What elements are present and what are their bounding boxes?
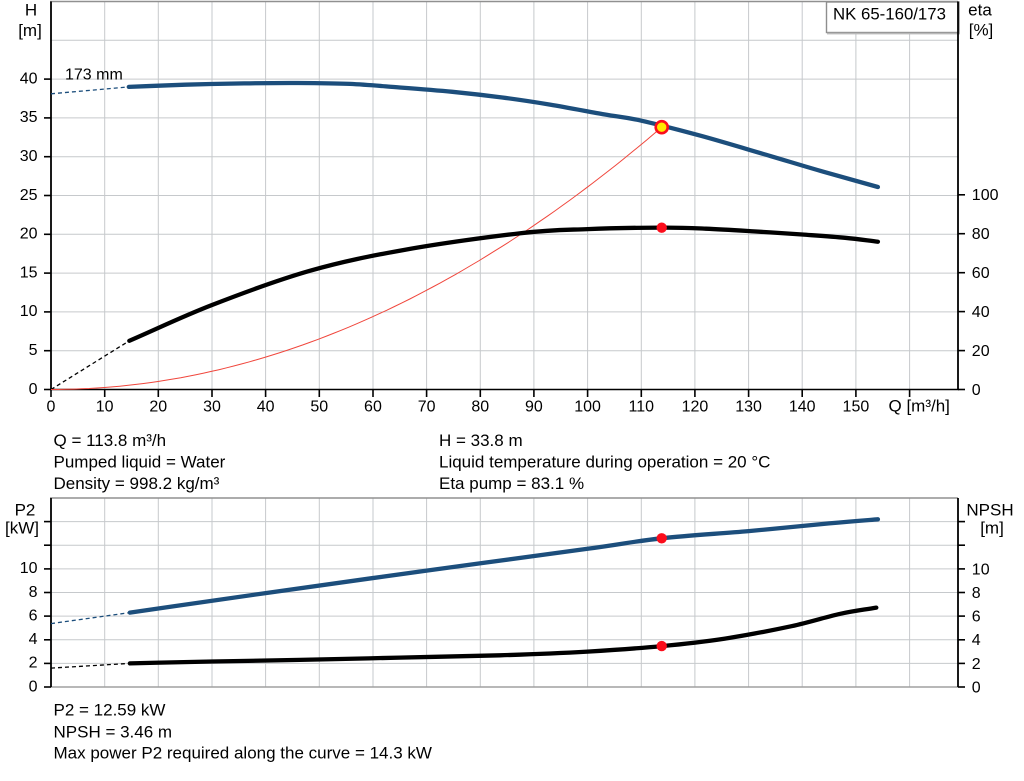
svg-text:80: 80 bbox=[972, 226, 990, 243]
svg-text:0: 0 bbox=[972, 679, 981, 696]
svg-text:4: 4 bbox=[29, 631, 38, 648]
svg-text:0: 0 bbox=[47, 399, 56, 416]
svg-text:NPSH: NPSH bbox=[966, 501, 1013, 520]
svg-text:10: 10 bbox=[96, 399, 114, 416]
svg-text:H = 33.8 m: H = 33.8 m bbox=[439, 431, 523, 450]
svg-text:150: 150 bbox=[843, 399, 870, 416]
svg-text:6: 6 bbox=[29, 607, 38, 624]
svg-text:0: 0 bbox=[29, 678, 38, 695]
svg-text:6: 6 bbox=[972, 609, 981, 626]
svg-text:[%]: [%] bbox=[969, 21, 994, 40]
svg-text:90: 90 bbox=[525, 399, 543, 416]
svg-text:Liquid temperature during oper: Liquid temperature during operation = 20… bbox=[439, 453, 770, 472]
svg-text:140: 140 bbox=[789, 399, 816, 416]
svg-text:Eta pump = 83.1 %: Eta pump = 83.1 % bbox=[439, 474, 584, 493]
svg-text:0: 0 bbox=[972, 382, 981, 399]
svg-text:Pumped liquid = Water: Pumped liquid = Water bbox=[54, 453, 226, 472]
svg-text:120: 120 bbox=[682, 399, 709, 416]
svg-text:4: 4 bbox=[972, 632, 981, 649]
svg-text:30: 30 bbox=[203, 399, 221, 416]
svg-text:Max power P2 required along th: Max power P2 required along the curve = … bbox=[54, 744, 432, 763]
svg-text:30: 30 bbox=[20, 148, 38, 165]
svg-text:173 mm: 173 mm bbox=[65, 67, 123, 84]
svg-text:40: 40 bbox=[972, 304, 990, 321]
svg-text:25: 25 bbox=[20, 187, 38, 204]
svg-text:110: 110 bbox=[629, 399, 655, 416]
svg-text:[m]: [m] bbox=[980, 519, 1004, 538]
svg-text:60: 60 bbox=[364, 399, 382, 416]
svg-text:5: 5 bbox=[29, 342, 38, 359]
svg-text:[kW]: [kW] bbox=[5, 519, 39, 538]
svg-text:8: 8 bbox=[972, 585, 981, 602]
svg-text:eta: eta bbox=[968, 1, 992, 20]
svg-text:100: 100 bbox=[972, 187, 999, 204]
svg-text:P2: P2 bbox=[15, 501, 36, 520]
svg-text:10: 10 bbox=[972, 561, 990, 578]
svg-text:20: 20 bbox=[20, 226, 38, 243]
svg-text:8: 8 bbox=[29, 584, 38, 601]
svg-text:2: 2 bbox=[29, 655, 38, 672]
svg-text:50: 50 bbox=[310, 399, 328, 416]
svg-text:[m]: [m] bbox=[18, 21, 42, 40]
svg-text:2: 2 bbox=[972, 656, 981, 673]
svg-text:NPSH = 3.46 m: NPSH = 3.46 m bbox=[54, 723, 173, 742]
svg-text:60: 60 bbox=[972, 265, 990, 282]
svg-text:Density = 998.2 kg/m³: Density = 998.2 kg/m³ bbox=[54, 474, 220, 493]
svg-text:35: 35 bbox=[20, 109, 38, 126]
svg-text:15: 15 bbox=[20, 264, 38, 281]
svg-text:10: 10 bbox=[20, 303, 38, 320]
svg-text:20: 20 bbox=[972, 343, 990, 360]
svg-text:40: 40 bbox=[257, 399, 275, 416]
svg-text:NK 65-160/173: NK 65-160/173 bbox=[833, 5, 946, 24]
svg-text:130: 130 bbox=[735, 399, 762, 416]
svg-text:P2 = 12.59 kW: P2 = 12.59 kW bbox=[54, 701, 166, 720]
svg-text:70: 70 bbox=[418, 399, 436, 416]
svg-text:80: 80 bbox=[471, 399, 489, 416]
svg-text:0: 0 bbox=[29, 381, 38, 398]
svg-text:H: H bbox=[25, 1, 37, 20]
svg-text:10: 10 bbox=[20, 560, 38, 577]
svg-text:20: 20 bbox=[149, 399, 167, 416]
svg-text:Q [m³/h]: Q [m³/h] bbox=[889, 397, 950, 416]
svg-text:40: 40 bbox=[20, 70, 38, 87]
svg-text:100: 100 bbox=[574, 399, 601, 416]
svg-text:Q = 113.8 m³/h: Q = 113.8 m³/h bbox=[54, 431, 167, 450]
